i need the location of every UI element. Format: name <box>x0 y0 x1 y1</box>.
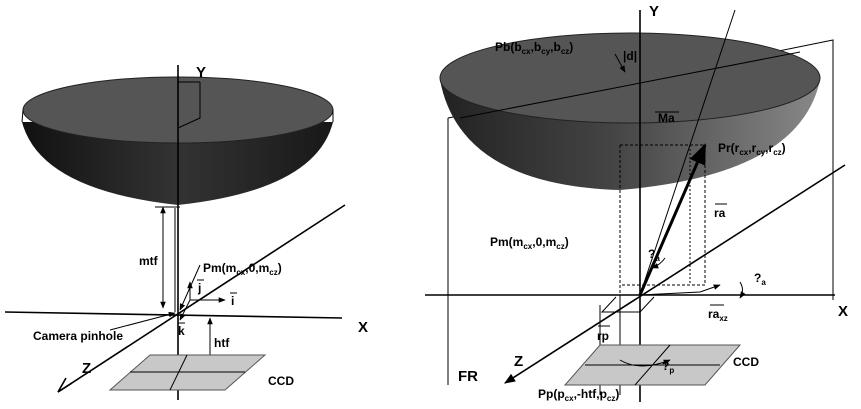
label-part: ) <box>278 261 282 275</box>
label-part: Pb(b <box>495 40 522 54</box>
label-part: ? <box>662 359 669 373</box>
label-part: ) <box>565 235 569 249</box>
y-label: Y <box>196 64 206 81</box>
label-part: ,0,m <box>532 235 556 249</box>
ra-label: ra <box>714 206 726 220</box>
right-diagram: Y X Z FR Pb(bcx,bcy,bcz) |d| Ma Pr(rcx,r… <box>425 3 848 403</box>
label-part: ) <box>569 40 573 54</box>
pm-label: Pm(mcx,0,mcz) <box>203 261 282 277</box>
label-part: Pp(p <box>538 387 565 401</box>
ma-label: Ma <box>658 111 675 125</box>
k-label: k <box>178 324 185 338</box>
pinhole-label: Camera pinhole <box>33 329 123 343</box>
label-part: Pm(m <box>490 235 523 249</box>
subscript: p <box>669 366 674 375</box>
label-part: ? <box>754 271 761 285</box>
x-label: X <box>358 319 368 336</box>
left-diagram: Y X Z mtf Pm(mcx,0,mcz) j i k Camera pin… <box>5 64 368 400</box>
label-part: Pr(r <box>718 141 740 155</box>
x-label: X <box>838 303 848 320</box>
label-part: ? <box>648 247 655 261</box>
label-part: ,0,m <box>245 261 269 275</box>
pm-label: Pm(mcx,0,mcz) <box>490 235 569 251</box>
mtf-label: mtf <box>139 254 159 268</box>
label-part: ,-htf,p <box>574 387 607 401</box>
d-label: |d| <box>623 49 637 63</box>
subscript: a <box>761 278 766 287</box>
label-part: ,b <box>531 40 542 54</box>
subscript: cz <box>561 47 569 56</box>
ccd-label: CCD <box>268 374 294 388</box>
label-part: ) <box>782 141 786 155</box>
htf-label: htf <box>214 336 230 350</box>
rp-label: rp <box>597 329 609 343</box>
theta-a-xz-label: ?a <box>754 271 766 287</box>
z-label: Z <box>514 353 523 370</box>
subscript: cz <box>773 148 781 157</box>
j-label: j <box>197 281 201 295</box>
y-label: Y <box>649 3 659 20</box>
label-part: ,b <box>550 40 561 54</box>
subscript: cz <box>607 394 615 403</box>
subscript: cz <box>556 242 564 251</box>
z-label: Z <box>82 360 91 377</box>
subscript: xz <box>719 314 727 323</box>
label-part: Pm(m <box>203 261 236 275</box>
ra-xz-label: raxz <box>708 307 728 323</box>
pp-label: Pp(pcx,-htf,pcz) <box>538 387 619 403</box>
ccd-label: CCD <box>733 355 759 369</box>
label-part: ra <box>708 307 720 321</box>
diagram: Y X Z mtf Pm(mcx,0,mcz) j i k Camera pin… <box>0 0 861 409</box>
fr-label: FR <box>458 368 478 385</box>
subscript: a <box>655 254 660 263</box>
label-part: ) <box>615 387 619 401</box>
subscript: cz <box>269 268 277 277</box>
i-label: i <box>231 294 234 308</box>
